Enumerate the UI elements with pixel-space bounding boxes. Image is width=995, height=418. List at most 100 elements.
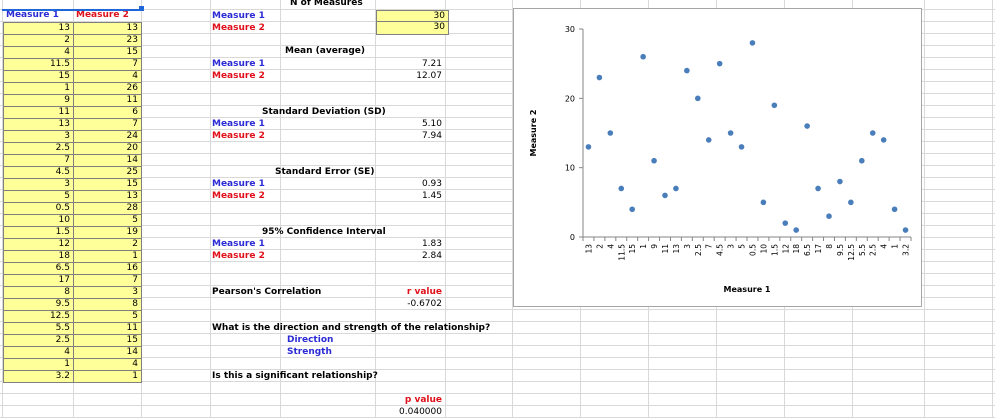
strength-label: Strength: [287, 347, 332, 357]
x-tick-label: 0.5: [748, 244, 757, 256]
x-tick-label: 18: [792, 244, 801, 254]
direction-label: Direction: [287, 335, 334, 345]
data-point: [596, 74, 603, 81]
x-tick-label: 6.5: [803, 244, 812, 256]
selection-outline: [2, 9, 143, 12]
x-tick-label: 2.5: [694, 244, 703, 256]
ci-measure-1-value[interactable]: 1.83: [421, 239, 442, 249]
x-tick-label: 11: [661, 244, 670, 254]
x-tick-label: 4.5: [716, 244, 725, 256]
ci-title: 95% Confidence Interval: [262, 227, 386, 237]
data-point: [738, 144, 745, 150]
data-point: [869, 130, 876, 136]
x-tick-label: 1: [891, 244, 900, 249]
x-tick-label: 2: [595, 244, 604, 249]
data-point: [607, 130, 614, 136]
x-tick-label: 5: [738, 244, 747, 249]
x-tick-label: 3: [683, 244, 692, 249]
sd-measure-1-label: Measure 1: [212, 119, 265, 129]
se-measure-1-label: Measure 1: [212, 179, 265, 189]
x-tick-label: 4: [606, 244, 615, 249]
data-point: [880, 137, 887, 143]
fill-handle[interactable]: [139, 6, 144, 11]
column-header-measure-1[interactable]: Measure 1: [6, 10, 59, 20]
x-tick-label: 12.5: [847, 244, 856, 261]
pearson-label: Pearson's Correlation: [212, 287, 322, 297]
x-tick-label: 11.5: [617, 244, 626, 261]
x-axis-title: Measure 1: [724, 285, 771, 294]
se-measure-2-value[interactable]: 1.45: [421, 191, 442, 201]
n-measure-1-label: Measure 1: [212, 11, 265, 21]
data-point: [618, 185, 625, 192]
data-point: [815, 185, 821, 192]
direction-strength-question: What is the direction and strength of th…: [212, 323, 491, 333]
y-tick-label: 10: [565, 164, 575, 173]
se-measure-2-label: Measure 2: [212, 191, 265, 201]
data-point: [716, 60, 723, 67]
data-point: [760, 199, 767, 206]
x-tick-label: 9.5: [836, 244, 845, 256]
data-point: [629, 206, 635, 213]
data-point: [902, 227, 909, 233]
n-measure-2-value[interactable]: 30: [376, 21, 449, 35]
mean-title: Mean (average): [285, 46, 366, 56]
x-tick-label: 15: [628, 244, 637, 254]
data-point: [695, 95, 701, 102]
data-point: [662, 192, 668, 199]
data-point: [640, 53, 646, 60]
x-tick-label: 8: [825, 244, 834, 249]
sd-measure-1-value[interactable]: 5.10: [421, 119, 442, 129]
data-point: [826, 213, 832, 219]
data-point: [749, 40, 756, 46]
mean-measure-2-value[interactable]: 12.07: [416, 71, 442, 81]
se-measure-1-value[interactable]: 0.93: [421, 179, 442, 189]
data-point: [859, 157, 865, 164]
n-measure-2-label: Measure 2: [212, 23, 265, 33]
data-point: [705, 137, 712, 143]
measure-1-cell[interactable]: 3.2: [3, 370, 74, 383]
data-point: [793, 227, 799, 233]
data-point: [771, 102, 778, 109]
x-tick-label: 3: [727, 244, 736, 249]
x-tick-label: 3.2: [902, 244, 911, 256]
x-tick-label: 13: [584, 244, 593, 254]
measure-2-cell[interactable]: 1: [73, 370, 142, 383]
data-point: [891, 206, 898, 213]
x-tick-label: 12: [781, 244, 790, 254]
data-point: [673, 185, 679, 192]
data-point: [727, 130, 734, 136]
significance-question: Is this a significant relationship?: [212, 371, 378, 381]
se-title: Standard Error (SE): [275, 167, 375, 177]
x-tick-label: 5.5: [858, 244, 867, 256]
sd-measure-2-label: Measure 2: [212, 131, 265, 141]
r-value[interactable]: -0.6702: [407, 299, 442, 309]
data-point: [848, 199, 854, 206]
x-tick-label: 17: [814, 244, 823, 254]
mean-measure-2-label: Measure 2: [212, 71, 265, 81]
data-point: [585, 144, 592, 150]
p-value[interactable]: 0.040000: [399, 407, 442, 417]
y-tick-label: 20: [565, 94, 575, 103]
ci-measure-2-label: Measure 2: [212, 251, 265, 261]
n-title: N of Measures: [290, 0, 363, 8]
data-point: [684, 67, 690, 74]
x-tick-label: 9: [650, 244, 659, 249]
y-axis-title: Measure 2: [529, 110, 538, 157]
ci-measure-2-value[interactable]: 2.84: [421, 251, 442, 261]
sd-measure-2-value[interactable]: 7.94: [421, 131, 442, 141]
ci-measure-1-label: Measure 1: [212, 239, 265, 249]
y-tick-label: 0: [570, 233, 575, 242]
data-point: [651, 157, 657, 164]
x-tick-label: 13: [672, 244, 681, 254]
column-header-measure-2[interactable]: Measure 2: [76, 10, 129, 20]
x-tick-label: 7: [705, 244, 714, 249]
p-value-label: p value: [404, 395, 442, 405]
mean-measure-1-value[interactable]: 7.21: [421, 59, 442, 69]
x-tick-label: 2.5: [869, 244, 878, 256]
data-point: [837, 178, 843, 185]
x-tick-label: 10: [759, 244, 768, 254]
scatter-chart[interactable]: 0 10 20 30 Measure 2 13 2 4 11.5 15 1 9 11 13 3 2.5 7 4.5…: [513, 8, 922, 307]
y-tick-label: 30: [565, 25, 575, 34]
r-value-label: r value: [406, 287, 442, 297]
